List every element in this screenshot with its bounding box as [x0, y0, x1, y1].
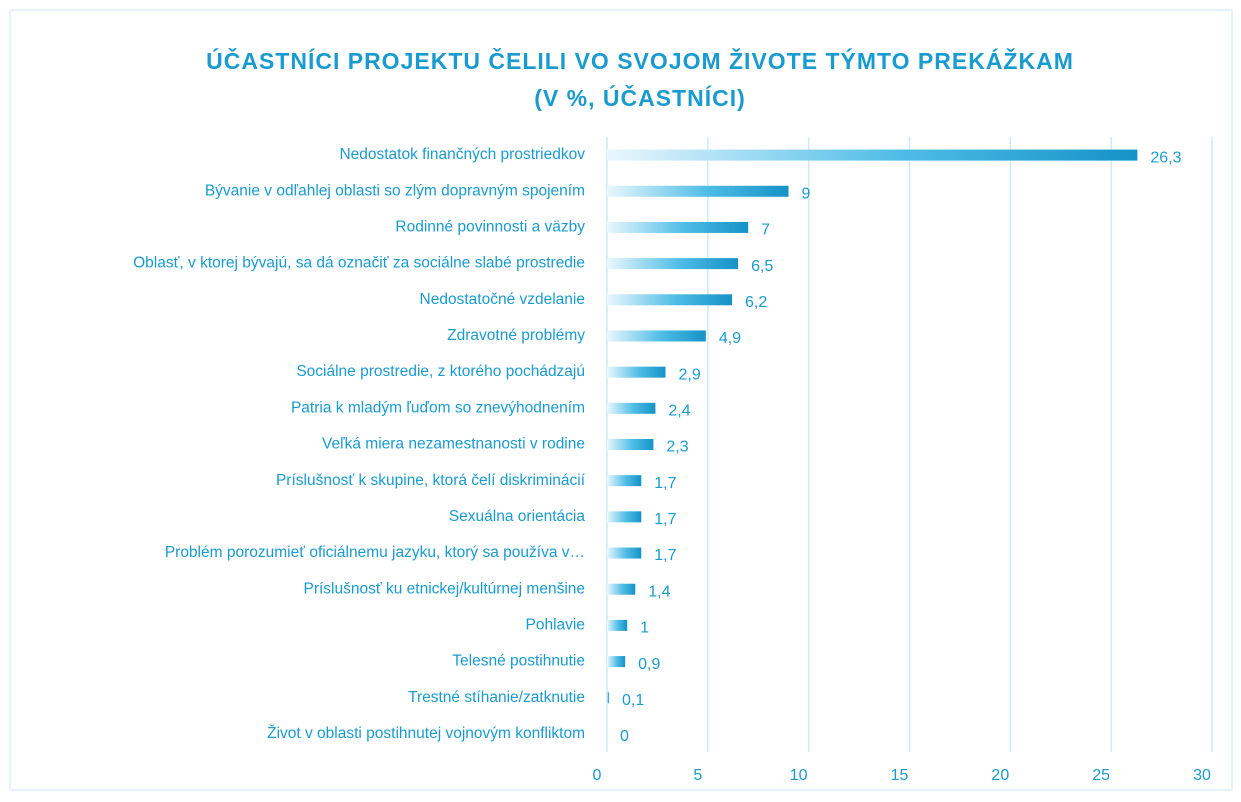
- data-label: 2,4: [668, 403, 690, 420]
- x-tick-label: 30: [1193, 767, 1211, 784]
- bar: [607, 294, 733, 306]
- x-tick-label: 0: [593, 767, 602, 784]
- chart-title: ÚČASTNÍCI PROJEKTU ČELILI VO SVOJOM ŽIVO…: [206, 47, 1074, 74]
- bar: [607, 402, 656, 414]
- y-tick-label: Trestné stíhanie/zatknutie: [408, 689, 585, 706]
- bar: [607, 511, 642, 523]
- y-tick-label: Zdravotné problémy: [447, 327, 585, 344]
- y-tick-label: Nedostatočné vzdelanie: [420, 291, 585, 308]
- y-tick-label: Sociálne prostredie, z ktorého pochádzaj…: [296, 363, 585, 380]
- data-label: 1: [640, 620, 649, 637]
- bar: [607, 221, 749, 233]
- bar: [607, 366, 666, 378]
- y-tick-label: Nedostatok finančných prostriedkov: [339, 146, 585, 163]
- data-label: 2,9: [678, 366, 700, 383]
- data-label: 1,7: [654, 511, 676, 528]
- data-label: 1,4: [648, 583, 670, 600]
- x-tick-label: 10: [790, 767, 808, 784]
- bar: [607, 330, 706, 342]
- bar: [607, 149, 1138, 161]
- x-tick-label: 25: [1092, 767, 1110, 784]
- bar: [607, 656, 626, 668]
- x-tick-label: 20: [991, 767, 1009, 784]
- bar: [607, 692, 610, 704]
- data-label: 6,5: [751, 258, 773, 275]
- y-tick-label: Rodinné povinnosti a väzby: [395, 219, 585, 236]
- x-tick-label: 15: [891, 767, 909, 784]
- data-label: 1,7: [654, 475, 676, 492]
- bar: [607, 583, 636, 595]
- y-tick-label: Príslušnosť k skupine, ktorá čelí diskri…: [276, 472, 586, 489]
- bar: [607, 258, 739, 270]
- x-tick-label: 5: [693, 767, 702, 784]
- bar: [607, 547, 642, 559]
- y-tick-label: Sexuálna orientácia: [449, 508, 586, 525]
- y-tick-label: Oblasť, v ktorej bývajú, sa dá označiť z…: [133, 255, 585, 272]
- bar: [607, 475, 642, 487]
- y-tick-label: Problém porozumieť oficiálnemu jazyku, k…: [165, 544, 585, 561]
- data-label: 26,3: [1150, 149, 1181, 166]
- bar: [607, 619, 628, 631]
- y-tick-label: Život v oblasti postihnutej vojnovým kon…: [267, 725, 585, 742]
- data-label: 0,1: [622, 692, 644, 709]
- y-tick-label: Telesné postihnutie: [452, 653, 585, 670]
- bar: [607, 185, 789, 197]
- data-label: 0,9: [638, 656, 660, 673]
- bar: [607, 439, 654, 450]
- data-label: 4,9: [719, 330, 741, 347]
- y-tick-label: Pohlavie: [526, 616, 585, 633]
- y-tick-label: Patria k mladým ľuďom so znevýhodnením: [291, 399, 585, 416]
- data-label: 2,3: [666, 439, 688, 456]
- chart-title: (V %, ÚČASTNÍCI): [534, 84, 746, 111]
- data-label: 0: [620, 728, 629, 745]
- data-label: 1,7: [654, 547, 676, 564]
- data-label: 7: [761, 222, 770, 239]
- y-tick-label: Príslušnosť ku etnickej/kultúrnej menšin…: [304, 580, 586, 597]
- data-label: 6,2: [745, 294, 767, 311]
- data-label: 9: [802, 185, 811, 202]
- y-tick-label: Veľká miera nezamestnanosti v rodine: [322, 436, 585, 453]
- y-tick-label: Bývanie v odľahlej oblasti so zlým dopra…: [205, 182, 585, 199]
- chart-border: [9, 9, 1233, 791]
